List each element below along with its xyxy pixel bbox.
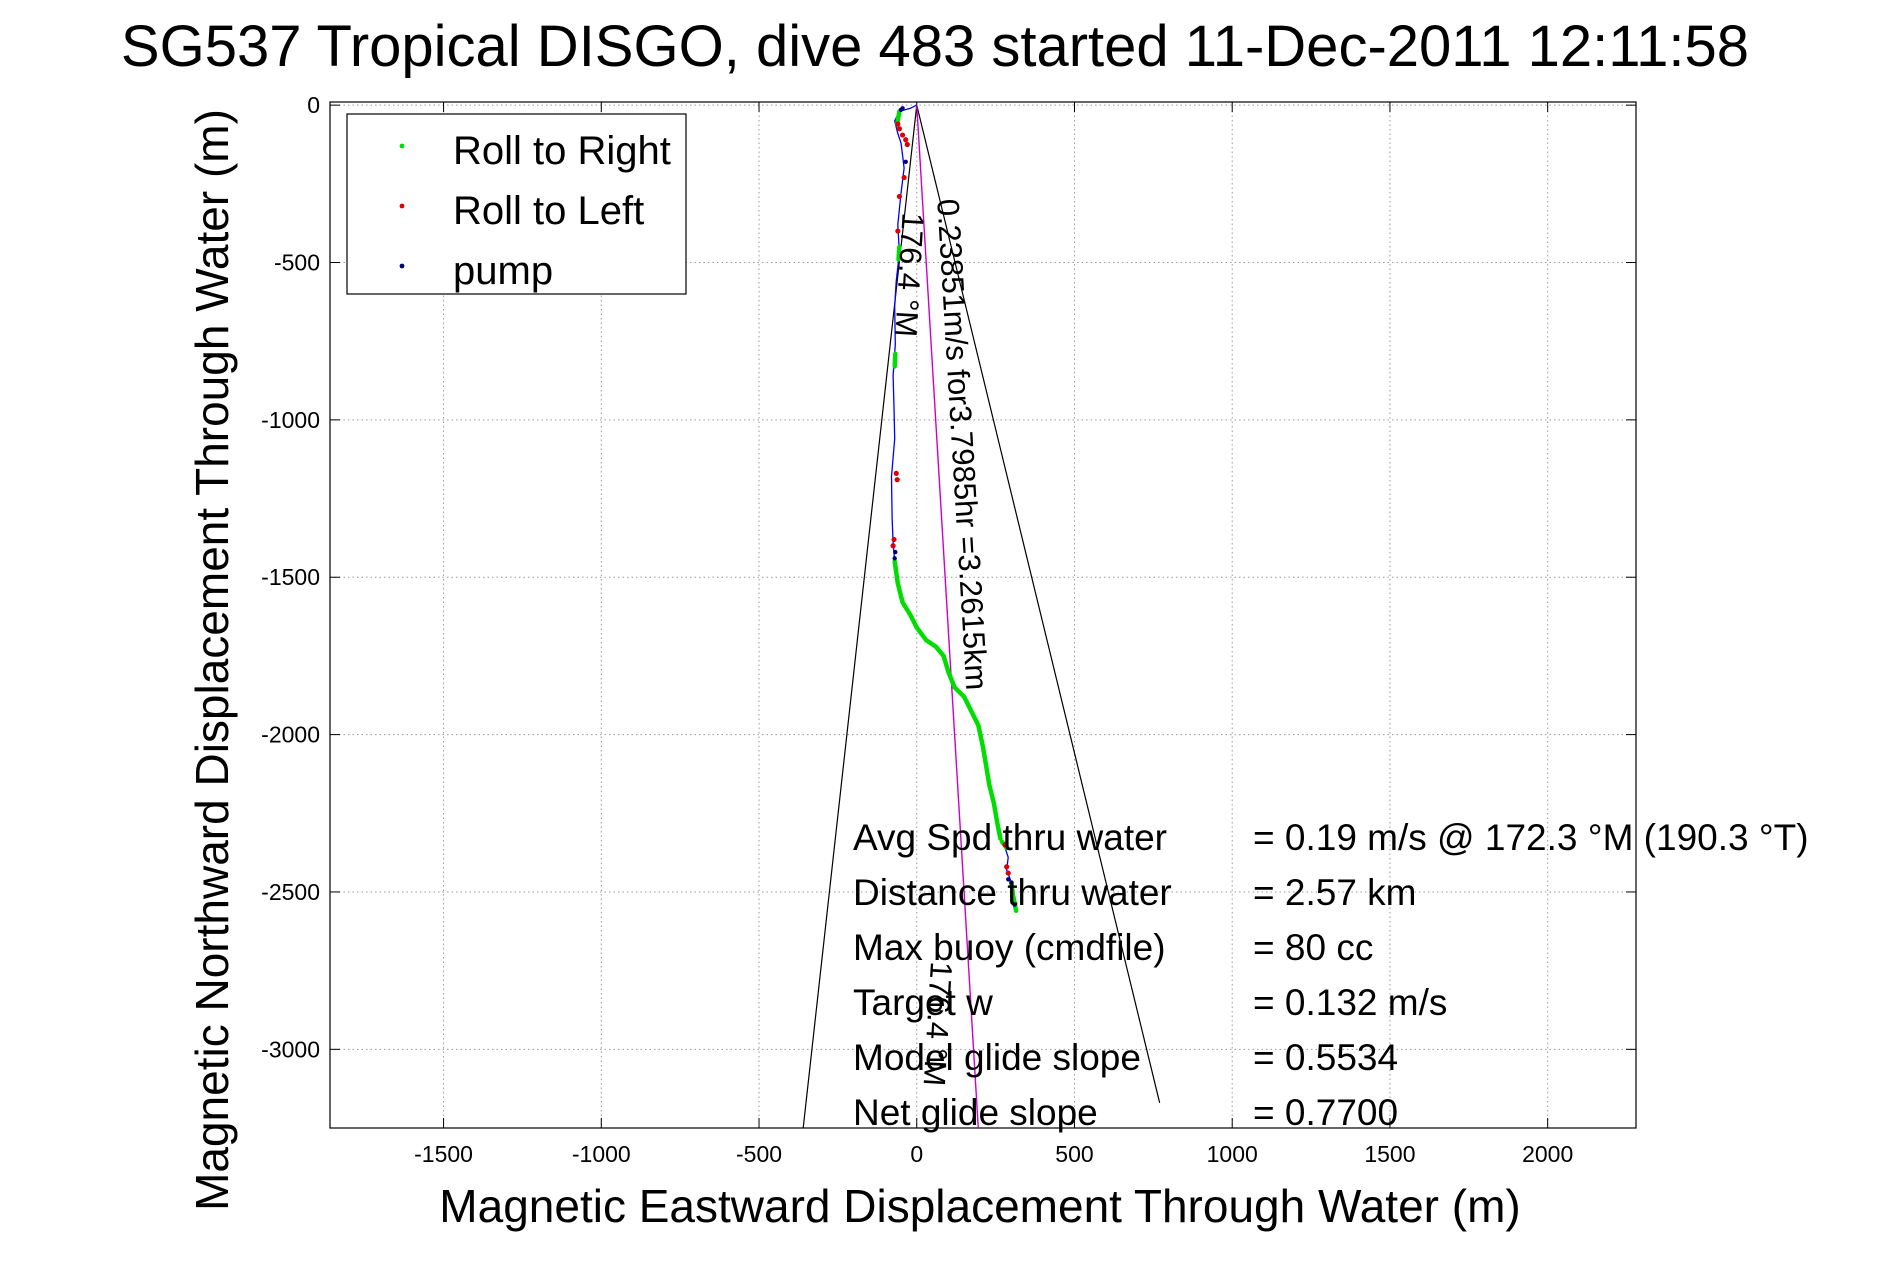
x-axis-label: Magnetic Eastward Displacement Through W…	[439, 1180, 1520, 1232]
roll-left-point	[890, 543, 896, 549]
roll-left-point	[1004, 864, 1010, 870]
stats-value: = 0.132 m/s	[1253, 982, 1447, 1023]
pump-point	[1006, 877, 1011, 882]
x-tick-label: 1500	[1364, 1141, 1415, 1167]
roll-left-point	[891, 536, 897, 543]
pump-point	[903, 159, 908, 164]
roll-left-point	[1005, 870, 1011, 876]
pump-point	[1012, 902, 1017, 907]
legend-box	[346, 113, 687, 295]
roll-left-point	[903, 137, 909, 143]
legend-marker-1	[399, 143, 405, 149]
stats-label: Target w	[853, 982, 993, 1023]
x-tick-label: 2000	[1522, 1141, 1573, 1167]
y-tick-label: -3000	[261, 1036, 320, 1062]
legend-label-1: Roll to Right	[453, 129, 671, 173]
roll-left-point	[895, 121, 901, 127]
y-tick-label: -2000	[261, 722, 320, 748]
stats-label: Model glide slope	[853, 1037, 1141, 1078]
stats-value: = 0.19 m/s @ 172.3 °M (190.3 °T)	[1253, 817, 1809, 858]
roll-left-point	[899, 132, 906, 138]
heading-cone-line	[916, 105, 1161, 1103]
x-tick-label: -1500	[414, 1141, 473, 1167]
stats-label: Net glide slope	[853, 1092, 1098, 1133]
roll-right-segment	[892, 351, 898, 369]
y-tick-label: -2500	[261, 879, 320, 905]
stats-value: = 2.57 km	[1253, 872, 1417, 913]
y-tick-label: -500	[274, 250, 320, 276]
chart-title: SG537 Tropical DISGO, dive 483 started 1…	[121, 14, 1749, 79]
x-tick-label: 1000	[1207, 1141, 1258, 1167]
x-tick-label: -1000	[572, 1141, 631, 1167]
roll-right-segment	[896, 244, 902, 262]
stats-label: Avg Spd thru water	[853, 817, 1167, 858]
stats-label: Max buoy (cmdfile)	[853, 927, 1166, 968]
roll-left-point	[895, 228, 901, 234]
heading-cone-line	[802, 105, 918, 1129]
plot-frame	[329, 101, 1637, 1129]
legend-label-2: Roll to Left	[453, 189, 644, 233]
x-tick-label: 500	[1055, 1141, 1093, 1167]
roll-left-point	[1002, 842, 1008, 848]
stats-value: = 0.7700	[1253, 1092, 1398, 1133]
roll-left-point	[894, 477, 900, 483]
data-layer	[802, 104, 1161, 1129]
roll-left-point	[904, 141, 910, 148]
annotation-heading1: 176.4 °M	[888, 212, 930, 338]
grid	[330, 102, 1636, 1128]
y-tick-label: 0	[307, 92, 320, 118]
stats-value: = 0.5534	[1253, 1037, 1398, 1078]
pump-point	[1009, 880, 1014, 885]
roll-left-point	[893, 470, 899, 476]
pump-point	[898, 107, 904, 113]
roll-left-point	[896, 193, 903, 200]
legend-label-3: pump	[453, 249, 553, 293]
y-axis-label: Magnetic Northward Displacement Through …	[186, 109, 238, 1211]
stats-value: = 80 cc	[1253, 927, 1373, 968]
legend: Roll to Right Roll to Left pump	[346, 113, 687, 295]
roll-left-point	[896, 126, 903, 132]
pump-point	[892, 556, 897, 561]
stats-block: Avg Spd thru water = 0.19 m/s @ 172.3 °M …	[853, 817, 1809, 1133]
annotation-heading2: 176.4 °M	[917, 961, 959, 1087]
roll-right-segment	[892, 559, 1003, 841]
legend-marker-2	[399, 203, 405, 209]
y-tick-label: -1500	[261, 564, 320, 590]
stats-label: Distance thru water	[853, 872, 1172, 913]
pump-point	[893, 549, 898, 555]
x-tick-label: 0	[910, 1141, 923, 1167]
roll-left-point	[901, 174, 907, 181]
axes: -1500 -1000 -500 0 500 1000 1500 2000 0 -500 -1000…	[261, 92, 1637, 1167]
x-tick-label: -500	[736, 1141, 782, 1167]
y-tick-label: -1000	[261, 407, 320, 433]
legend-marker-3	[399, 263, 405, 269]
current-vector-line	[916, 105, 979, 1129]
